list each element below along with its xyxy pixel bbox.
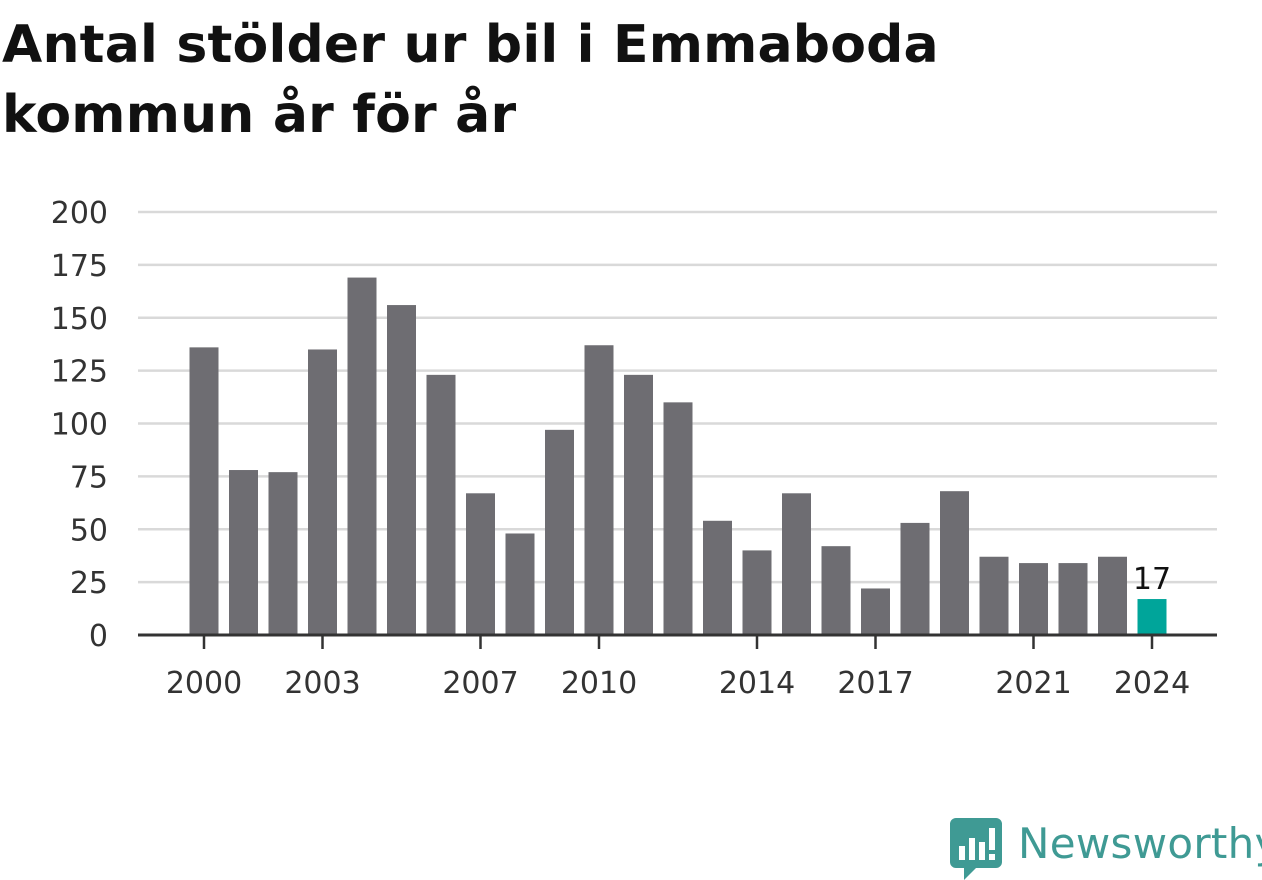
x-axis: 2000 2003 2007 2010 2014 2017 2021 2024: [138, 633, 1217, 701]
y-tick-label: 125: [51, 355, 108, 390]
bar-2007: [466, 493, 495, 635]
x-tick-label: 2024: [1114, 666, 1190, 701]
bar-2006: [426, 374, 456, 635]
y-tick-label: 50: [70, 513, 108, 548]
bar-2024: [1137, 599, 1167, 635]
bar-2004: [347, 277, 377, 635]
bar-2016: [821, 546, 851, 635]
bar-2008: [505, 533, 535, 635]
bars: [189, 277, 1167, 635]
x-tick-label: 2000: [166, 666, 242, 701]
x-tick-label: 2010: [561, 666, 637, 701]
bar-2012: [663, 402, 693, 635]
y-tick-label: 150: [51, 302, 108, 337]
logo-text: Newsworthy: [1018, 819, 1262, 868]
bar-2009: [545, 429, 574, 635]
bar-2001: [229, 470, 258, 635]
bar-2000: [189, 347, 219, 635]
bar-2021: [1019, 563, 1048, 635]
data-label-2024: 17: [1133, 562, 1171, 597]
bar-2015: [782, 493, 811, 635]
x-tick-label: 2017: [837, 666, 913, 701]
bar-2020: [979, 556, 1009, 635]
y-tick-label: 175: [51, 249, 108, 284]
y-tick-label: 200: [51, 196, 108, 231]
bar-2002: [268, 472, 298, 635]
x-tick-label: 2021: [995, 666, 1071, 701]
data-labels: 17: [1133, 562, 1171, 597]
bar-2003: [308, 349, 337, 635]
bar-2017: [861, 588, 890, 635]
x-tick-label: 2014: [719, 666, 795, 701]
bar-2013: [703, 520, 732, 635]
newsworthy-logo: Newsworthy: [950, 818, 1262, 880]
bar-2014: [742, 550, 772, 635]
y-tick-label: 100: [51, 408, 108, 443]
bar-2010: [584, 345, 614, 635]
bar-2019: [940, 491, 969, 635]
x-tick-label: 2007: [442, 666, 518, 701]
bar-2018: [900, 522, 930, 635]
bar-2023: [1098, 556, 1127, 635]
y-tick-label: 25: [70, 566, 108, 601]
y-tick-label: 0: [89, 619, 108, 654]
bar-2022: [1058, 563, 1088, 635]
x-tick-label: 2003: [284, 666, 360, 701]
newsworthy-logo-icon: [950, 818, 1002, 880]
bar-2005: [387, 305, 416, 635]
y-tick-label: 75: [70, 460, 108, 495]
y-axis-ticks: 0 25 50 75 100 125 150 175 200: [51, 196, 108, 654]
chart-title: Antal stölder ur bil i Emmaboda kommun å…: [2, 15, 939, 145]
bar-2011: [624, 374, 653, 635]
